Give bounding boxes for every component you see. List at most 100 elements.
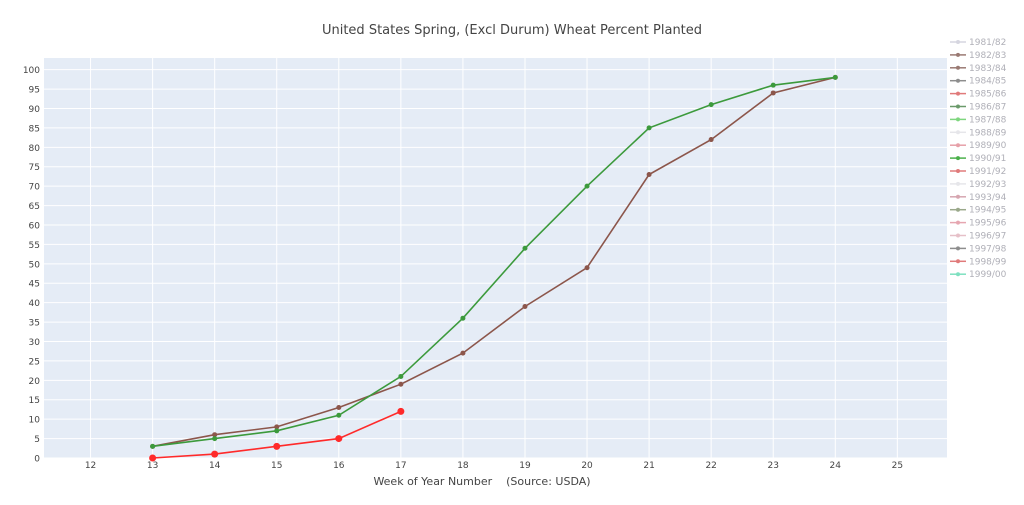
legend-label: 1991/92	[969, 167, 1006, 177]
data-point	[708, 102, 714, 108]
data-point	[646, 125, 652, 131]
legend-label: 1981/82	[969, 38, 1006, 48]
y-tick-label: 40	[29, 299, 41, 309]
legend-marker	[956, 130, 960, 135]
data-point	[273, 442, 281, 450]
legend-marker	[956, 65, 960, 70]
legend-item[interactable]: 1983/84	[950, 64, 1007, 74]
legend-item[interactable]: 1997/98	[950, 244, 1007, 254]
series-layer	[149, 74, 838, 462]
legend-item[interactable]: 1993/94	[950, 193, 1007, 203]
legend-item[interactable]: 1990/91	[950, 154, 1006, 164]
data-point	[274, 428, 280, 434]
y-tick-label: 25	[29, 357, 40, 367]
data-point	[708, 137, 714, 143]
data-point	[274, 424, 280, 430]
series-1	[150, 74, 838, 449]
legend-label: 1986/87	[969, 103, 1006, 113]
legend-label: 1989/90	[969, 141, 1007, 151]
data-point	[336, 405, 342, 411]
legend-item[interactable]: 1998/99	[950, 257, 1007, 267]
data-point	[398, 373, 404, 379]
legend-item[interactable]: 1984/85	[950, 77, 1006, 87]
data-point	[832, 74, 838, 80]
legend-item[interactable]: 1982/83	[950, 51, 1006, 61]
legend-item[interactable]: 1987/88	[950, 115, 1007, 125]
x-axis-title: Week of Year Number (Source: USDA)	[373, 475, 590, 488]
y-tick-label: 90	[29, 105, 41, 115]
data-point	[770, 82, 776, 88]
grid	[44, 58, 947, 459]
x-tick-label: 18	[457, 461, 469, 471]
y-tick-label: 0	[34, 455, 40, 465]
legend-item[interactable]: 1988/89	[950, 128, 1007, 138]
x-tick-label: 13	[147, 461, 158, 471]
data-point	[460, 315, 466, 321]
x-tick-label: 15	[271, 461, 282, 471]
y-tick-label: 100	[23, 66, 40, 76]
legend-item[interactable]: 1992/93	[950, 180, 1006, 190]
y-tick-label: 70	[29, 183, 41, 193]
legend-marker	[956, 181, 960, 186]
legend-marker	[956, 104, 960, 109]
x-tick-label: 14	[209, 461, 221, 471]
x-tick-label: 21	[643, 461, 654, 471]
legend-label: 1984/85	[969, 77, 1006, 87]
data-point	[584, 265, 590, 271]
legend-label: 1993/94	[969, 193, 1007, 203]
legend-item[interactable]: 1995/96	[950, 219, 1007, 229]
data-point	[211, 450, 219, 458]
data-point	[212, 436, 218, 442]
legend-item[interactable]: 1996/97	[950, 232, 1006, 242]
legend-marker	[956, 207, 960, 212]
data-point	[335, 435, 343, 443]
legend-item[interactable]: 1981/82	[950, 38, 1006, 48]
data-point	[398, 381, 404, 387]
legend-marker	[956, 233, 960, 238]
legend-marker	[956, 40, 960, 44]
data-point	[646, 172, 652, 178]
y-tick-label: 65	[29, 202, 40, 212]
legend-marker	[956, 169, 960, 173]
legend-marker	[956, 78, 960, 83]
legend-item[interactable]: 1999/00	[950, 270, 1007, 280]
y-tick-label: 20	[29, 377, 41, 387]
legend-marker	[956, 52, 960, 57]
data-point	[150, 443, 156, 449]
series-line	[152, 76, 836, 448]
y-tick-label: 95	[29, 86, 40, 96]
legend-item[interactable]: 1994/95	[950, 206, 1006, 216]
legend-marker	[956, 220, 960, 225]
legend-label: 1992/93	[969, 180, 1006, 190]
y-tick-label: 60	[29, 221, 41, 231]
legend-item[interactable]: 1986/87	[950, 103, 1006, 113]
series-line	[152, 76, 836, 448]
legend-label: 1990/91	[969, 154, 1006, 164]
legend-label: 1994/95	[969, 206, 1006, 216]
series-2	[150, 74, 838, 449]
legend-marker	[956, 117, 960, 122]
legend-item[interactable]: 1989/90	[950, 141, 1007, 151]
legend-label: 1999/00	[969, 270, 1007, 280]
legend-label: 1988/89	[969, 128, 1007, 138]
y-tick-label: 35	[29, 319, 40, 329]
data-point	[149, 454, 157, 462]
legend-label: 1996/97	[969, 232, 1006, 242]
y-tick-label: 75	[29, 163, 40, 173]
x-tick-label: 20	[581, 461, 593, 471]
x-tick-label: 19	[519, 461, 531, 471]
legend-item[interactable]: 1991/92	[950, 167, 1006, 177]
data-point	[212, 432, 218, 438]
legend-label: 1995/96	[969, 219, 1007, 229]
data-point	[770, 90, 776, 96]
y-tick-label: 55	[29, 241, 40, 251]
plot-area	[44, 58, 947, 458]
legend-label: 1982/83	[969, 51, 1006, 61]
legend[interactable]: 1981/82 1982/83 1983/84 1984/85 1985/86 1986/…	[950, 38, 1007, 280]
x-tick-label: 23	[768, 461, 779, 471]
legend-item[interactable]: 1985/86	[950, 90, 1007, 100]
legend-label: 1998/99	[969, 257, 1007, 267]
y-tick-label: 10	[29, 416, 41, 426]
